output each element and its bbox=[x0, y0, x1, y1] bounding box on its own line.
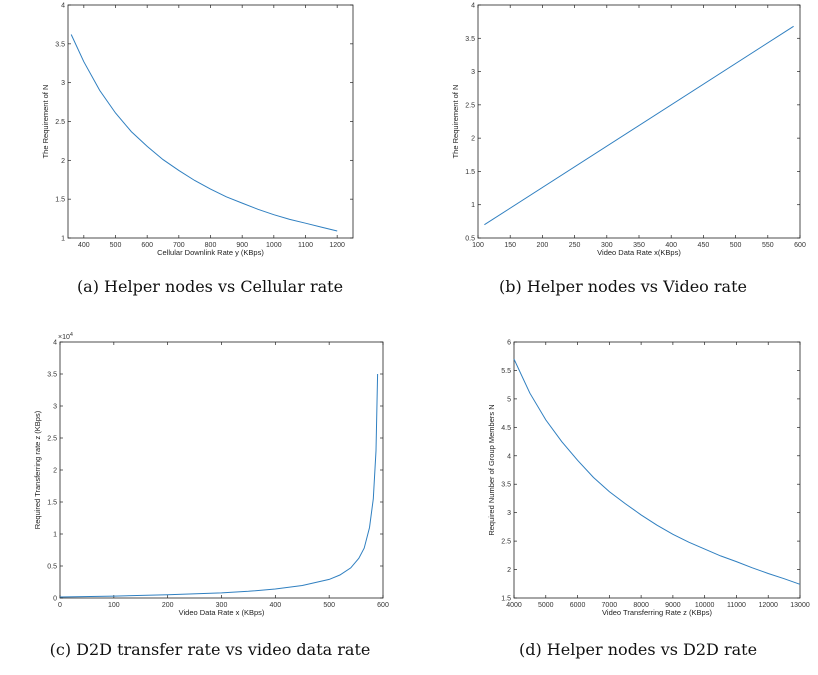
caption-d: (d) Helper nodes vs D2D rate bbox=[518, 640, 758, 659]
x-tick-label: 12000 bbox=[758, 602, 778, 609]
y-tick-label: 4 bbox=[507, 453, 511, 460]
x-tick-label: 600 bbox=[141, 242, 153, 249]
y-axis-label: The Requirement of N bbox=[41, 85, 50, 159]
y-axis-label: The Requirement of N bbox=[451, 85, 460, 159]
x-tick-label: 8000 bbox=[633, 602, 649, 609]
x-tick-label: 500 bbox=[730, 242, 742, 249]
plot-frame bbox=[477, 4, 801, 239]
y-tick-label: 3.5 bbox=[55, 41, 65, 48]
y-tick-label: 2 bbox=[53, 468, 57, 475]
plot-frame bbox=[59, 341, 384, 599]
y-tick-label: 2 bbox=[61, 158, 65, 165]
x-tick-label: 300 bbox=[601, 242, 613, 249]
x-tick-label: 1100 bbox=[298, 242, 313, 249]
x-tick-label: 550 bbox=[762, 242, 774, 249]
chart-3: 4000 5000 6000 7000 8000 9000 10000 11000 12000 1… bbox=[487, 340, 810, 618]
y-tick-label: 3.5 bbox=[465, 36, 475, 43]
y-tick-label: 5 bbox=[507, 396, 511, 403]
chart-1: 100 150 200 250 300 350 400 450 500 550 600 0.5 1 1.5… bbox=[451, 3, 806, 258]
series-line-0 bbox=[513, 358, 801, 585]
x-axis-label: Video Transferring Rate z (KBps) bbox=[602, 608, 712, 617]
y-tick-label: 1.5 bbox=[55, 197, 65, 204]
y-tick-label: 0.5 bbox=[465, 236, 475, 243]
y-tick-label: 0 bbox=[53, 596, 57, 603]
y-axis-label: Required Number of Group Members N bbox=[487, 404, 496, 535]
chart-2: 0 100 200 300 400 500 600 0 0.5 1 1.5 2 2.5 3 3.5 4 Vide… bbox=[33, 332, 389, 617]
x-tick-label: 400 bbox=[665, 242, 677, 249]
x-tick-label: 0 bbox=[58, 602, 62, 609]
y-tick-label: 1 bbox=[53, 532, 57, 539]
x-tick-label: 400 bbox=[269, 602, 281, 609]
x-tick-label: 7000 bbox=[602, 602, 618, 609]
caption-c: (c) D2D transfer rate vs video data rate bbox=[49, 640, 371, 659]
y-tick-label: 2.5 bbox=[501, 539, 511, 546]
x-tick-label: 100 bbox=[472, 242, 484, 249]
x-axis-label: Video Data Rate x (KBps) bbox=[179, 608, 265, 617]
x-tick-label: 9000 bbox=[665, 602, 681, 609]
x-tick-label: 13000 bbox=[790, 602, 810, 609]
series-line-0 bbox=[484, 25, 794, 226]
x-tick-label: 200 bbox=[537, 242, 549, 249]
y-tick-label: 4 bbox=[471, 3, 475, 10]
y-tick-label: 3.5 bbox=[501, 482, 511, 489]
x-tick-label: 500 bbox=[110, 242, 122, 249]
x-tick-label: 250 bbox=[569, 242, 581, 249]
y-tick-label: 2.5 bbox=[55, 119, 65, 126]
x-tick-label: 350 bbox=[633, 242, 645, 249]
y-tick-label: 2 bbox=[507, 567, 511, 574]
x-tick-label: 1200 bbox=[329, 242, 345, 249]
y-tick-label: 4.5 bbox=[501, 425, 511, 432]
y-tick-label: 2.5 bbox=[465, 102, 475, 109]
x-tick-label: 5000 bbox=[538, 602, 554, 609]
x-tick-label: 100 bbox=[108, 602, 120, 609]
x-tick-label: 600 bbox=[794, 242, 806, 249]
caption-b: (b) Helper nodes vs Video rate bbox=[499, 277, 747, 296]
x-tick-label: 150 bbox=[504, 242, 516, 249]
x-tick-label: 6000 bbox=[570, 602, 586, 609]
y-tick-label: 6 bbox=[507, 340, 511, 347]
y-tick-label: 1 bbox=[471, 202, 475, 209]
series-line-0 bbox=[59, 373, 379, 598]
x-tick-label: 700 bbox=[173, 242, 185, 249]
chart-0: 400 500 600 700 800 900 1000 1100 1200 1 1.5 2 2.5 3 3… bbox=[41, 3, 354, 257]
x-tick-label: 900 bbox=[236, 242, 248, 249]
y-tick-label: 3 bbox=[507, 510, 511, 517]
x-tick-label: 10000 bbox=[695, 602, 715, 609]
y-multiplier: ×104 bbox=[58, 332, 73, 341]
y-tick-label: 3.5 bbox=[47, 372, 57, 379]
y-tick-label: 1 bbox=[61, 236, 65, 243]
y-tick-label: 3 bbox=[53, 404, 57, 411]
x-tick-label: 11000 bbox=[727, 602, 746, 609]
y-tick-label: 4 bbox=[61, 3, 65, 10]
y-tick-label: 3 bbox=[471, 69, 475, 76]
x-tick-label: 600 bbox=[377, 602, 389, 609]
y-tick-label: 1.5 bbox=[501, 596, 511, 603]
x-tick-label: 500 bbox=[323, 602, 335, 609]
x-tick-label: 300 bbox=[216, 602, 228, 609]
y-axis-label: Required Transferring rate z (KBps) bbox=[33, 410, 42, 529]
y-tick-label: 5.5 bbox=[501, 368, 511, 375]
x-axis-label: Video Data Rate x(KBps) bbox=[597, 248, 681, 257]
x-tick-label: 4000 bbox=[506, 602, 522, 609]
plot-frame bbox=[513, 341, 801, 599]
x-tick-label: 200 bbox=[162, 602, 174, 609]
y-tick-label: 1.5 bbox=[465, 169, 475, 176]
y-tick-label: 3 bbox=[61, 80, 65, 87]
x-axis-label: Cellular Downlink Rate y (KBps) bbox=[157, 248, 264, 257]
y-tick-label: 2.5 bbox=[47, 436, 57, 443]
series-line-0 bbox=[70, 34, 338, 232]
x-tick-label: 450 bbox=[698, 242, 710, 249]
caption-a: (a) Helper nodes vs Cellular rate bbox=[76, 277, 344, 296]
y-tick-label: 1.5 bbox=[47, 500, 57, 507]
y-tick-label: 4 bbox=[53, 340, 57, 347]
y-tick-label: 2 bbox=[471, 136, 475, 143]
x-tick-label: 1000 bbox=[266, 242, 282, 249]
y-tick-label: 0.5 bbox=[47, 564, 57, 571]
x-tick-label: 800 bbox=[205, 242, 217, 249]
x-tick-label: 400 bbox=[78, 242, 90, 249]
plot-frame bbox=[67, 4, 354, 239]
